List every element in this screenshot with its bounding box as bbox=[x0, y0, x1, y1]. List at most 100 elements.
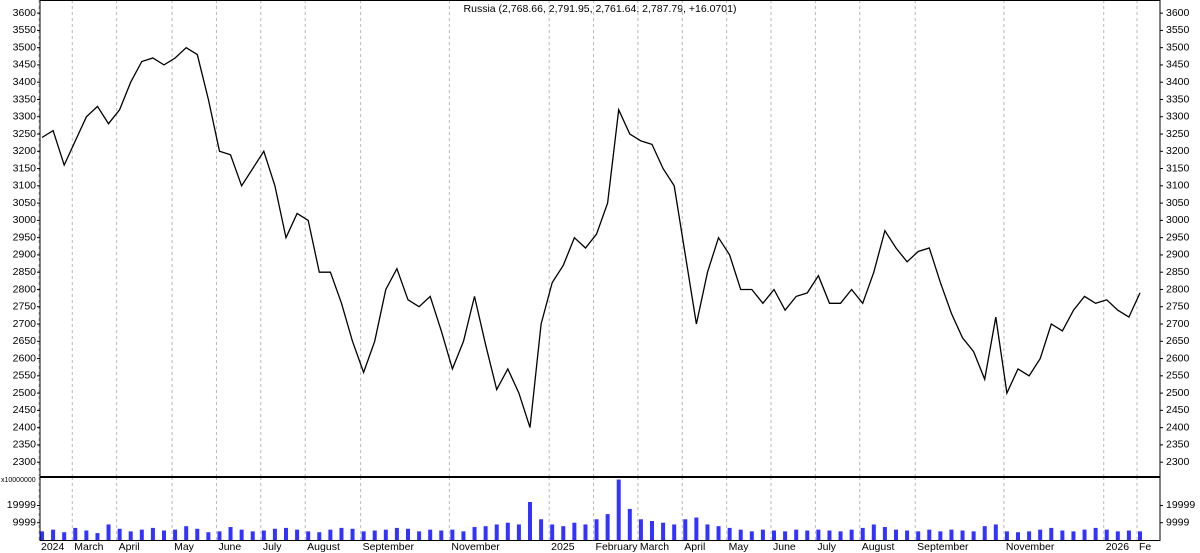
x-tick-label: 2026 bbox=[1106, 541, 1130, 553]
volume-bar bbox=[1126, 530, 1131, 540]
volume-bar bbox=[561, 526, 566, 540]
volume-bar bbox=[139, 529, 144, 540]
volume-bar bbox=[550, 524, 555, 540]
y-tick-label: 2550 bbox=[1166, 370, 1190, 382]
volume-bar bbox=[738, 529, 743, 540]
x-tick-label: November bbox=[1006, 541, 1055, 553]
y-tick-label: 3250 bbox=[1166, 128, 1190, 140]
volume-bar bbox=[284, 527, 288, 540]
x-tick-label: November bbox=[451, 541, 500, 553]
volume-bar bbox=[982, 526, 987, 540]
y-tick-label: 19999 bbox=[7, 499, 36, 511]
volume-bar bbox=[472, 527, 477, 540]
volume-bar bbox=[394, 527, 399, 540]
y-tick-label: 3550 bbox=[13, 24, 37, 36]
volume-bar bbox=[949, 529, 954, 540]
y-tick-label: 3350 bbox=[13, 93, 37, 105]
volume-bar bbox=[1115, 531, 1120, 540]
volume-bar bbox=[960, 530, 965, 540]
y-tick-label: 2650 bbox=[1166, 335, 1190, 347]
y-tick-label: 2850 bbox=[13, 266, 37, 278]
volume-bar bbox=[1004, 531, 1009, 540]
volume-bar bbox=[860, 527, 865, 540]
volume-bar bbox=[938, 531, 943, 540]
volume-bar bbox=[993, 524, 998, 540]
y-tick-label: 2600 bbox=[13, 352, 37, 364]
volume-bar bbox=[261, 530, 266, 540]
y-tick-label: 3150 bbox=[1166, 162, 1190, 174]
chart-title: Russia (2,768.66, 2,791.95, 2,761.64, 2,… bbox=[464, 3, 737, 15]
x-tick-label: September bbox=[363, 541, 415, 553]
x-tick-label: September bbox=[917, 541, 969, 553]
volume-bar bbox=[694, 517, 699, 540]
volume-bar bbox=[73, 527, 78, 540]
y-tick-label: 3600 bbox=[1166, 7, 1190, 19]
volume-bar bbox=[516, 524, 521, 540]
y-tick-label: 2700 bbox=[1166, 318, 1190, 330]
price-line bbox=[41, 46, 1141, 428]
volume-bar bbox=[1071, 531, 1076, 540]
volume-bar bbox=[1038, 529, 1043, 540]
y-tick-label: 2750 bbox=[13, 301, 37, 313]
y-tick-label: 2550 bbox=[13, 370, 37, 382]
volume-bar bbox=[1138, 531, 1142, 540]
volume-bar bbox=[350, 528, 355, 540]
x-tick-label: March bbox=[74, 541, 103, 553]
volume-bar bbox=[295, 529, 300, 540]
volume-bar bbox=[1082, 529, 1087, 540]
volume-bar bbox=[439, 530, 444, 540]
volume-bar bbox=[650, 520, 654, 540]
volume-bar bbox=[727, 527, 732, 540]
volume-unit-label: x10000000 bbox=[1, 477, 36, 484]
x-tick-label: August bbox=[307, 541, 340, 553]
volume-bar bbox=[1049, 527, 1054, 540]
volume-bar bbox=[1104, 529, 1109, 540]
volume-bar bbox=[383, 529, 388, 540]
y-tick-label: 3350 bbox=[1166, 93, 1190, 105]
y-tick-label: 3000 bbox=[1166, 214, 1190, 226]
y-tick-label: 2900 bbox=[1166, 249, 1190, 261]
volume-bar bbox=[272, 528, 277, 540]
y-tick-label: 9999 bbox=[13, 517, 37, 529]
volume-bar bbox=[1027, 531, 1032, 540]
y-tick-label: 3150 bbox=[13, 162, 37, 174]
y-tick-label: 2450 bbox=[13, 404, 37, 416]
volume-bar bbox=[927, 529, 932, 540]
volume-bar bbox=[450, 529, 455, 540]
volume-bar bbox=[638, 519, 643, 540]
x-tick-label: May bbox=[729, 541, 750, 553]
volume-bar bbox=[306, 531, 311, 540]
volume-bar bbox=[195, 528, 200, 540]
y-tick-label: 2950 bbox=[13, 231, 37, 243]
volume-bar bbox=[705, 524, 710, 540]
volume-bar bbox=[162, 530, 166, 540]
y-tick-label: 3500 bbox=[13, 41, 37, 53]
volume-bar bbox=[505, 522, 510, 540]
volume-bar bbox=[173, 529, 178, 540]
volume-bar bbox=[184, 526, 189, 540]
volume-bar bbox=[150, 527, 155, 540]
y-tick-label: 2800 bbox=[13, 283, 37, 295]
volume-bar bbox=[971, 531, 976, 540]
y-tick-label: 2350 bbox=[13, 439, 37, 451]
y-tick-label: 3000 bbox=[13, 214, 37, 226]
volume-bar bbox=[716, 526, 721, 540]
x-tick-label: June bbox=[218, 541, 241, 553]
y-tick-label: 2400 bbox=[13, 421, 37, 433]
volume-bar bbox=[51, 529, 56, 540]
volume-bar bbox=[605, 514, 610, 540]
y-tick-label: 2400 bbox=[1166, 421, 1190, 433]
volume-bar bbox=[594, 519, 599, 540]
x-tick-label: April bbox=[684, 541, 705, 553]
y-tick-label: 2500 bbox=[13, 387, 37, 399]
volume-bar bbox=[1016, 532, 1020, 540]
y-tick-label: 2850 bbox=[1166, 266, 1190, 278]
volume-bar bbox=[62, 532, 67, 540]
y-tick-label: 2800 bbox=[1166, 283, 1190, 295]
y-tick-label: 3450 bbox=[1166, 59, 1190, 71]
y-tick-label: 3200 bbox=[13, 145, 37, 157]
y-tick-label: 3050 bbox=[1166, 197, 1190, 209]
y-tick-label: 3400 bbox=[1166, 76, 1190, 88]
x-tick-label: June bbox=[773, 541, 796, 553]
